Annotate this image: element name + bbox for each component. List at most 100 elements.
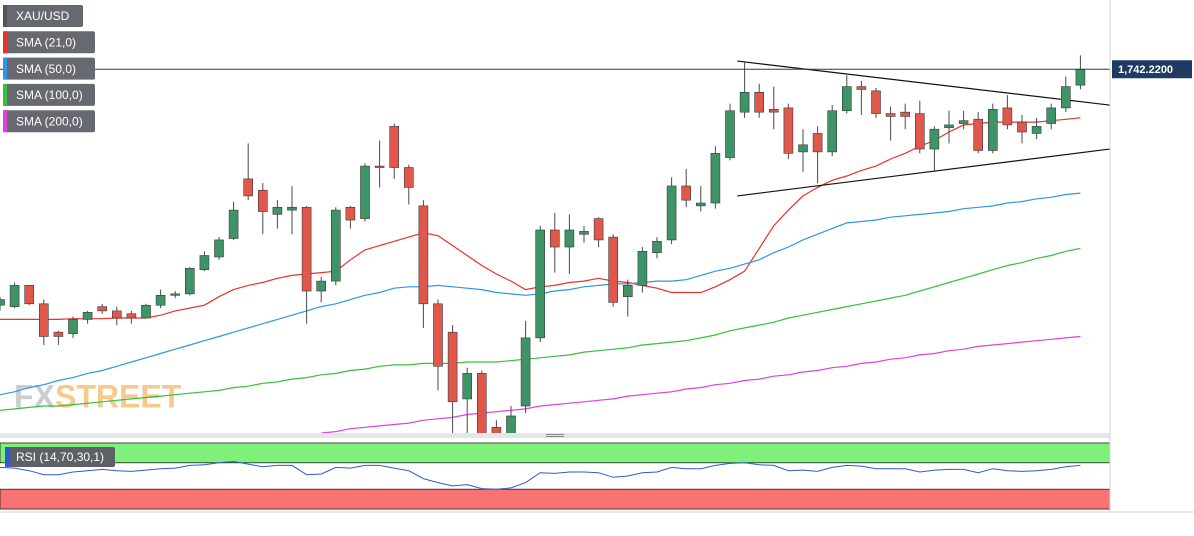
candle-body [812,133,823,153]
candle-body [783,107,794,154]
candle-body [549,229,560,248]
candle-body [1002,107,1013,126]
candle-body [257,189,268,212]
candle-body [681,185,692,201]
legend: RSI (14,70,30,1) XAU/USD SMA (21,0) SMA (50… [3,5,115,467]
candle-body [987,109,998,151]
candle-body [579,231,589,235]
legend-swatch [3,31,7,54]
candle-body [418,205,429,305]
candle-body [185,268,195,295]
rsi-panel [0,442,1110,510]
candle-body [170,293,180,296]
candle-body [622,285,633,298]
candle-body [1017,121,1027,133]
candle-body [126,313,137,319]
legend-label: XAU/USD [16,9,70,23]
candle-body [739,91,750,113]
candle-body [491,427,502,433]
candle-body [798,144,808,153]
legend-swatch [5,447,9,467]
candle-body [0,299,5,306]
candle-body [652,241,662,254]
candle-body [1031,126,1042,134]
candle-body [112,310,122,319]
candle-body [214,239,224,258]
candle-body [841,86,852,112]
candle-body [944,124,954,129]
legend-box [3,83,95,106]
legend-box [3,57,95,80]
candle-body [9,285,20,307]
overbought-zone [0,442,1110,464]
candle-body [900,111,911,117]
candle-body [316,280,327,292]
last-price-label: 1,742.2200 [1118,64,1173,76]
candle-body [433,303,443,367]
legend-swatch [3,83,7,106]
candle-body [535,229,546,339]
candle-body [82,312,93,320]
candle-body [871,90,881,114]
sma-line [321,335,1081,433]
candle-body [695,202,706,207]
legend-label: SMA (100,0) [16,88,83,102]
trendline [737,148,1110,197]
last-price-box [1112,60,1192,79]
candle-body [827,110,838,153]
separator-handle [546,434,564,437]
axes: 1,742.2200 [1112,60,1192,79]
candle-body [885,113,896,117]
candle-body [345,206,356,221]
candle-body [243,178,253,197]
candle-body [141,304,151,319]
candle-body [914,113,925,150]
candle-body [24,285,35,305]
rsi-label-box [5,447,115,467]
candle-body [958,120,969,124]
legend-swatch [3,57,7,80]
candle-body [97,306,107,312]
legend-label: SMA (50,0) [16,62,76,76]
candle-body [520,337,531,407]
candle-body [374,165,385,168]
candle-body [38,303,49,337]
candle-body [447,331,458,403]
candle-body [1075,68,1086,86]
candle-body [725,110,735,158]
candle-body [301,206,312,292]
legend-box [3,110,95,133]
candle-body [710,153,721,204]
candle-body [330,209,341,282]
candle-body [476,373,487,433]
candle-body [506,415,516,433]
price-panel [0,55,1110,433]
trendline [737,60,1110,106]
candle-body [973,118,984,151]
legend-swatch [3,110,7,133]
oversold-zone [0,488,1110,510]
candle-body [637,250,648,286]
candle-body [593,218,604,241]
candle-body [68,319,78,334]
panel-separator [0,433,1110,438]
candle-body [1061,86,1071,109]
candle-body [1046,107,1056,124]
candle-body [768,109,779,113]
candle-body [666,185,677,241]
candle-body [53,331,64,337]
candle-body [754,91,765,113]
rsi-label: RSI (14,70,30,1) [16,450,104,464]
legend-box [3,5,83,27]
candle-body [199,255,210,271]
candle-body [564,229,575,248]
legend-swatch [3,5,7,27]
candle-body [155,294,166,306]
candle-body [360,165,370,219]
candle-body [228,209,239,239]
candle-body [272,206,283,215]
watermark-prefix: FX [14,378,56,414]
candle-body [389,126,400,168]
